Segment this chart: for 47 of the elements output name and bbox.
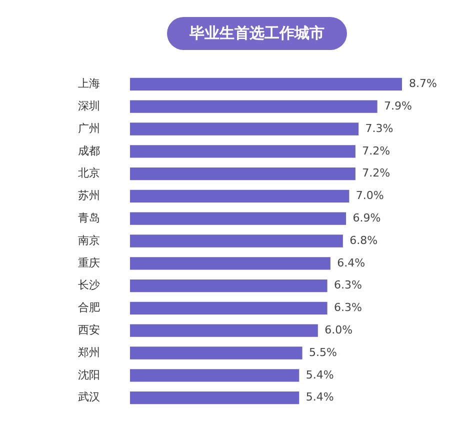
y-tick-label: 上海	[78, 77, 100, 90]
data-label: 5.5%	[308, 346, 337, 359]
y-tick-label: 合肥	[78, 301, 100, 314]
y-tick-label: 沈阳	[78, 368, 100, 382]
data-label: 6.8%	[350, 234, 378, 247]
data-label: 7.0%	[356, 189, 384, 202]
y-tick-label: 苏州	[78, 189, 100, 202]
y-tick-label: 南京	[78, 234, 100, 247]
data-label: 6.4%	[337, 256, 366, 270]
bar	[130, 369, 300, 382]
data-label: 7.2%	[362, 166, 390, 180]
y-tick-label: 武汉	[78, 390, 100, 404]
data-label: 8.7%	[409, 77, 437, 90]
bar	[130, 100, 378, 113]
y-tick-label: 郑州	[78, 346, 100, 359]
bar	[130, 167, 356, 180]
data-label: 5.4%	[306, 368, 334, 382]
data-label: 6.9%	[352, 211, 381, 224]
y-tick-label: 广州	[78, 122, 100, 135]
bar	[130, 145, 356, 158]
bar	[130, 257, 330, 270]
y-tick-label: 长沙	[78, 278, 100, 292]
bar	[130, 212, 346, 225]
y-tick-label: 西安	[78, 323, 100, 336]
pill-badge: 毕业生首选工作城市	[167, 17, 347, 50]
bar	[130, 122, 359, 136]
bar	[130, 324, 318, 337]
y-tick-label: 成都	[78, 144, 100, 158]
bar	[130, 234, 343, 248]
data-label: 7.3%	[365, 122, 394, 135]
bar	[130, 346, 302, 360]
data-label: 6.0%	[324, 323, 353, 336]
chart-title: 毕业生首选工作城市	[190, 24, 324, 43]
data-label: 6.3%	[334, 301, 362, 314]
bar	[130, 391, 300, 404]
bar	[130, 279, 328, 292]
bar	[130, 190, 350, 203]
data-label: 5.4%	[306, 390, 334, 404]
data-label: 7.9%	[384, 99, 412, 112]
y-tick-label: 深圳	[78, 99, 100, 112]
y-tick-label: 青岛	[78, 211, 100, 224]
bar	[130, 78, 402, 91]
bar	[130, 302, 328, 315]
data-label: 7.2%	[362, 144, 390, 158]
y-tick-label: 重庆	[78, 256, 100, 270]
y-tick-label: 北京	[78, 166, 100, 180]
data-label: 6.3%	[334, 278, 362, 292]
